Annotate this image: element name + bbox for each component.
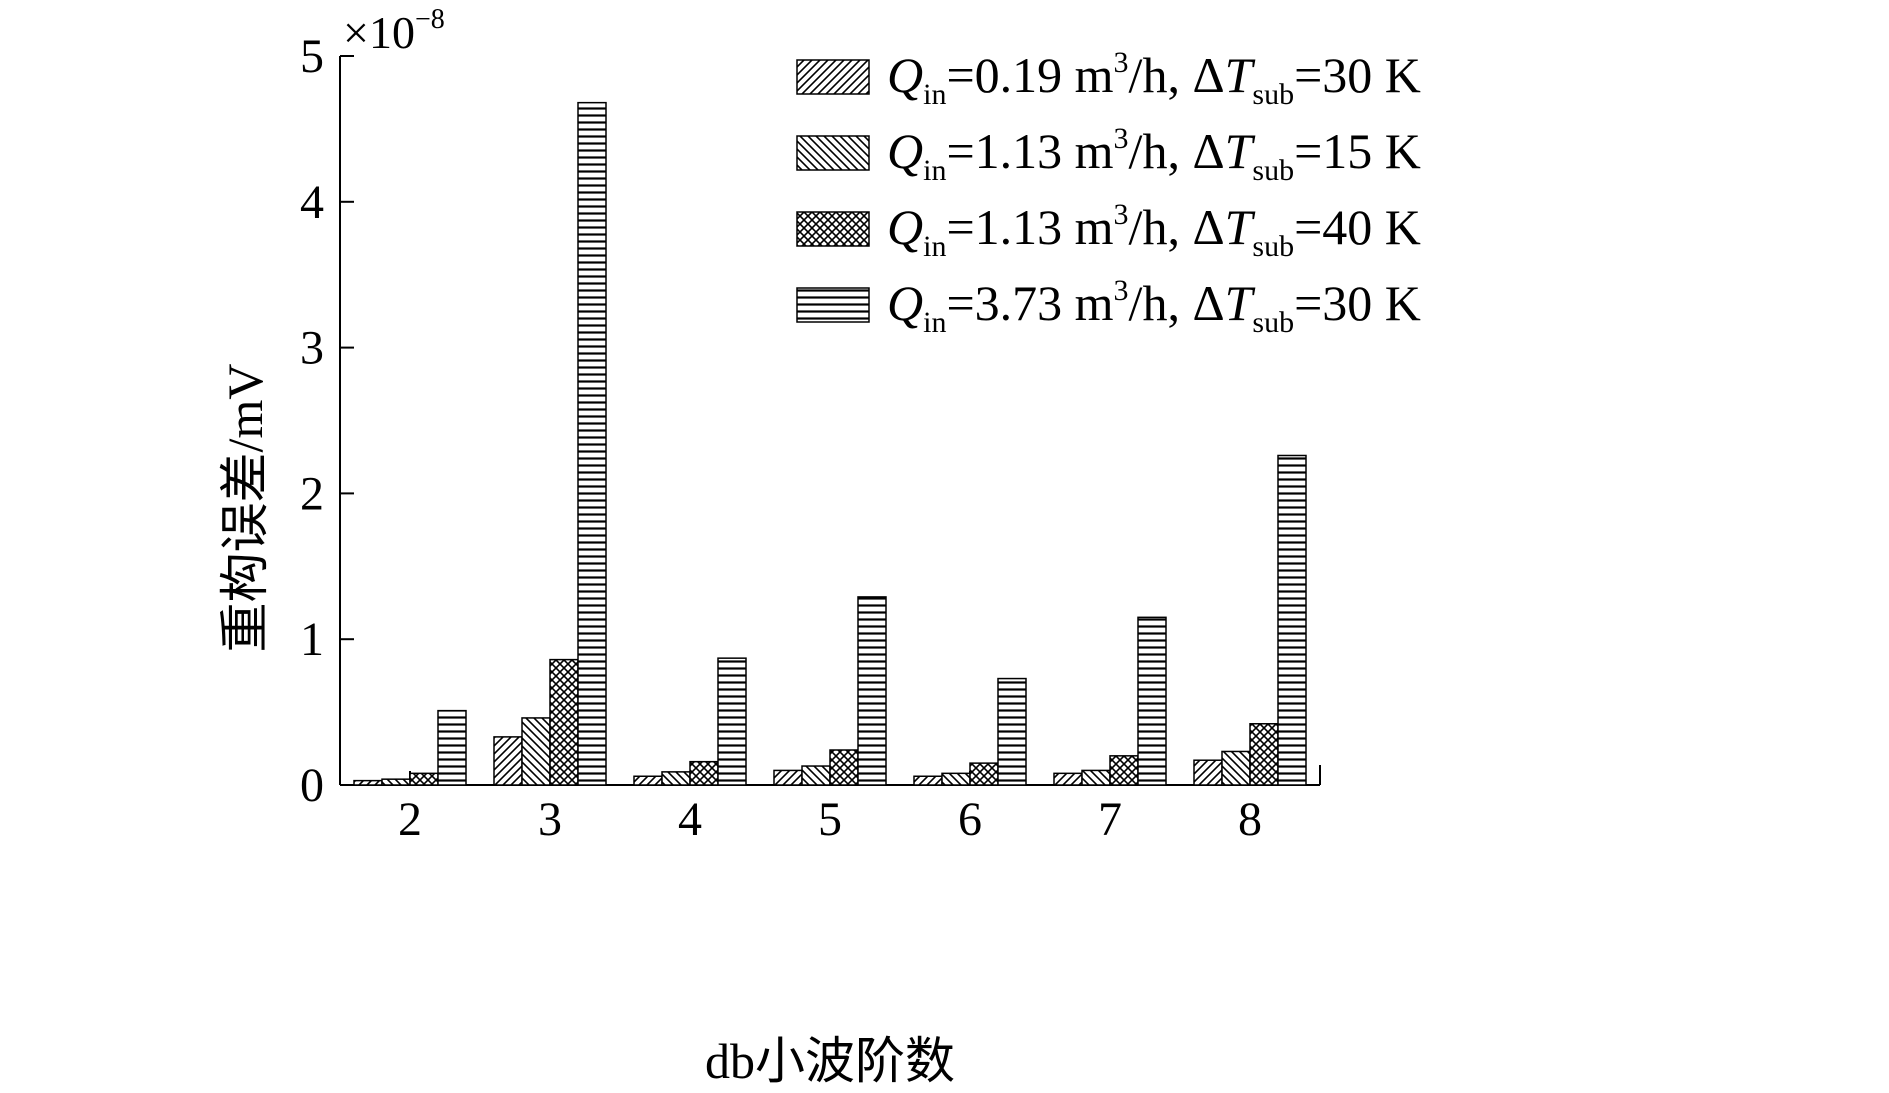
bar bbox=[661, 771, 691, 786]
x-axis-title: db小波阶数 bbox=[705, 1033, 955, 1089]
bar bbox=[409, 772, 439, 786]
bar bbox=[549, 658, 579, 786]
legend-swatch bbox=[796, 135, 870, 171]
legend-label: Qin=3.73 m3/h, ΔTsub=30 K bbox=[887, 274, 1421, 339]
y-tick-label: 0 bbox=[300, 759, 324, 812]
y-tick-label: 1 bbox=[300, 613, 324, 666]
y-tick-label: 4 bbox=[300, 176, 324, 229]
bar bbox=[493, 736, 523, 786]
bar bbox=[801, 765, 831, 786]
x-tick-label: 8 bbox=[1238, 793, 1262, 846]
legend-swatch bbox=[796, 287, 870, 323]
bar bbox=[857, 596, 887, 786]
bar bbox=[633, 775, 663, 786]
bar bbox=[381, 778, 411, 786]
bars bbox=[353, 101, 1307, 786]
bar bbox=[1053, 772, 1083, 786]
bar bbox=[773, 769, 803, 786]
x-tick-label: 3 bbox=[538, 793, 562, 846]
y-scale-base: ×10 bbox=[343, 7, 415, 58]
legend-label: Qin=1.13 m3/h, ΔTsub=40 K bbox=[887, 198, 1421, 263]
y-tick-label: 3 bbox=[300, 322, 324, 375]
bar bbox=[1081, 769, 1111, 786]
bar bbox=[353, 779, 383, 786]
axes: 0 1 2 3 4 5 2 3 4 5 6 7 8 bbox=[300, 30, 1321, 846]
legend: Qin=0.19 m3/h, ΔTsub=30 K Qin=1.13 m3/h, … bbox=[796, 46, 1421, 339]
y-tick-label: 2 bbox=[300, 467, 324, 520]
bar bbox=[1109, 755, 1139, 786]
legend-swatch bbox=[796, 59, 870, 95]
bar bbox=[1277, 454, 1307, 786]
bar bbox=[1221, 750, 1251, 786]
bar bbox=[1137, 616, 1167, 786]
bar bbox=[969, 762, 999, 786]
y-axis-title: 重构误差/mV bbox=[217, 364, 273, 653]
x-tick-label: 4 bbox=[678, 793, 702, 846]
x-tick-label: 2 bbox=[398, 793, 422, 846]
bar bbox=[913, 775, 943, 786]
bar bbox=[1193, 759, 1223, 786]
bar bbox=[437, 709, 467, 786]
y-tick-label: 5 bbox=[300, 30, 324, 83]
x-tick-label: 7 bbox=[1098, 793, 1122, 846]
x-tick-label: 6 bbox=[958, 793, 982, 846]
bar bbox=[689, 760, 719, 786]
bar bbox=[577, 101, 607, 786]
legend-swatch bbox=[796, 211, 870, 247]
bar bbox=[521, 717, 551, 786]
bar bbox=[997, 677, 1027, 786]
bar bbox=[1249, 723, 1279, 786]
y-scale-exponent: −8 bbox=[415, 4, 445, 35]
y-scale-multiplier: ×10−8 bbox=[343, 4, 445, 58]
bar bbox=[717, 657, 747, 786]
bar bbox=[829, 749, 859, 786]
bar bbox=[941, 772, 971, 786]
legend-label: Qin=0.19 m3/h, ΔTsub=30 K bbox=[887, 46, 1421, 111]
legend-label: Qin=1.13 m3/h, ΔTsub=15 K bbox=[887, 122, 1421, 187]
x-tick-label: 5 bbox=[818, 793, 842, 846]
